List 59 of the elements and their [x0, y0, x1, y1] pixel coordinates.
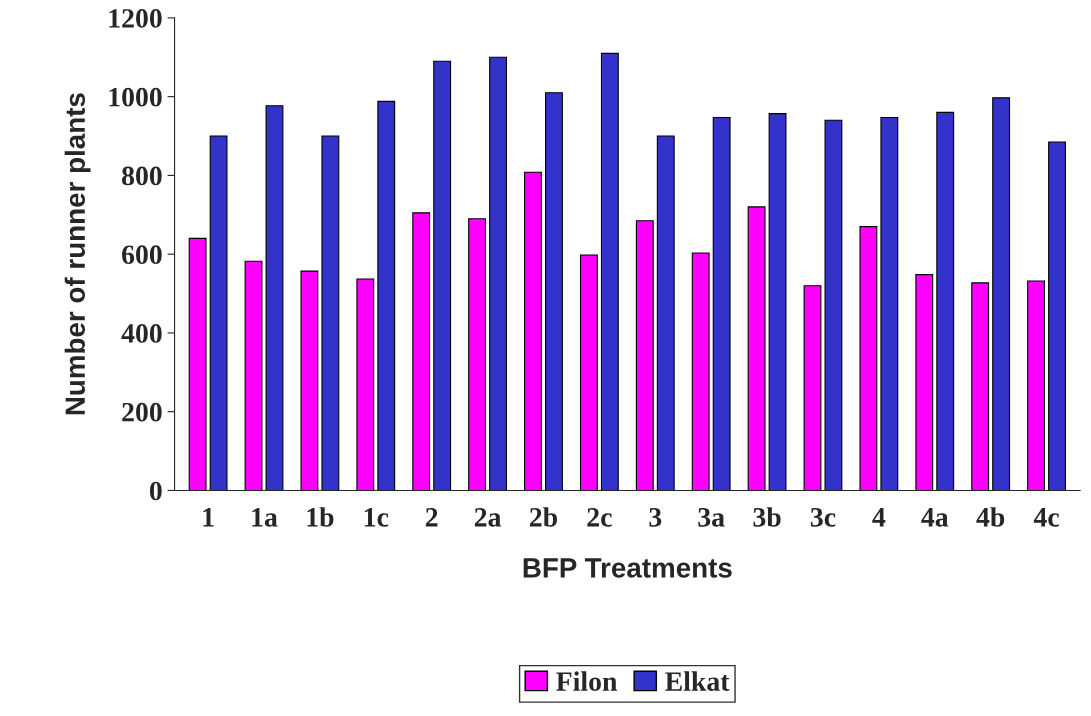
- bar: [859, 226, 878, 491]
- x-tick-label: 2a: [474, 508, 502, 527]
- bar: [545, 92, 563, 491]
- bar: [1048, 141, 1066, 491]
- y-tick-label: 600: [122, 245, 162, 265]
- bar: [300, 270, 319, 491]
- bar: [600, 52, 619, 491]
- bar: [209, 135, 228, 491]
- legend-label: Filon: [556, 671, 618, 691]
- x-tick-label: 1: [203, 508, 214, 527]
- bar: [524, 171, 542, 491]
- x-tick-label: 3a: [698, 508, 725, 527]
- x-tick-label: 3b: [753, 507, 781, 527]
- bar: [824, 119, 843, 491]
- bar: [265, 105, 284, 491]
- bar: [880, 116, 899, 491]
- y-tick-label: 0: [149, 481, 162, 501]
- x-tick-label: 4a: [921, 508, 949, 527]
- bar: [468, 218, 487, 491]
- bar: [992, 97, 1011, 491]
- x-tick-label: 4: [872, 508, 886, 527]
- x-tick-label: 2: [425, 508, 438, 527]
- y-tick-label: 800: [122, 166, 162, 186]
- bar: [579, 254, 598, 491]
- y-axis-title: Number of runner plants: [64, 93, 91, 415]
- x-tick-label: 3c: [810, 508, 836, 527]
- bar: [377, 100, 396, 491]
- x-tick-label: 2c: [587, 508, 612, 527]
- y-tick-label: 400: [121, 324, 162, 343]
- x-axis-title: BFP Treatments: [523, 558, 732, 578]
- bar: [188, 237, 207, 491]
- bar: [1027, 280, 1046, 491]
- bar: [768, 113, 787, 491]
- bar: [356, 278, 375, 491]
- x-tick-label: 2b: [529, 507, 558, 527]
- x-tick-label: 1c: [364, 508, 389, 527]
- x-tick-label: 4b: [976, 507, 1005, 527]
- x-tick-label: 4c: [1033, 508, 1059, 527]
- x-tick-label: 3: [649, 508, 662, 527]
- y-tick-label: 200: [122, 402, 162, 422]
- bar: [747, 206, 766, 491]
- x-tick-label: 1a: [252, 508, 278, 527]
- legend-label: Elkat: [665, 671, 730, 691]
- bar: [712, 116, 731, 491]
- y-tick-label: 1000: [109, 87, 162, 107]
- bar: [691, 252, 710, 491]
- bar: [433, 60, 452, 491]
- bar: [412, 212, 431, 491]
- bar: [489, 56, 508, 491]
- bar: [656, 135, 675, 491]
- bar: [803, 285, 822, 491]
- bar: [971, 282, 990, 491]
- bar: [635, 220, 654, 491]
- y-tick-label: 1200: [109, 9, 162, 28]
- bar: [244, 260, 263, 491]
- bar: [915, 274, 934, 491]
- x-tick-label: 1b: [307, 507, 334, 527]
- bar: [936, 111, 955, 491]
- bar: [321, 135, 340, 491]
